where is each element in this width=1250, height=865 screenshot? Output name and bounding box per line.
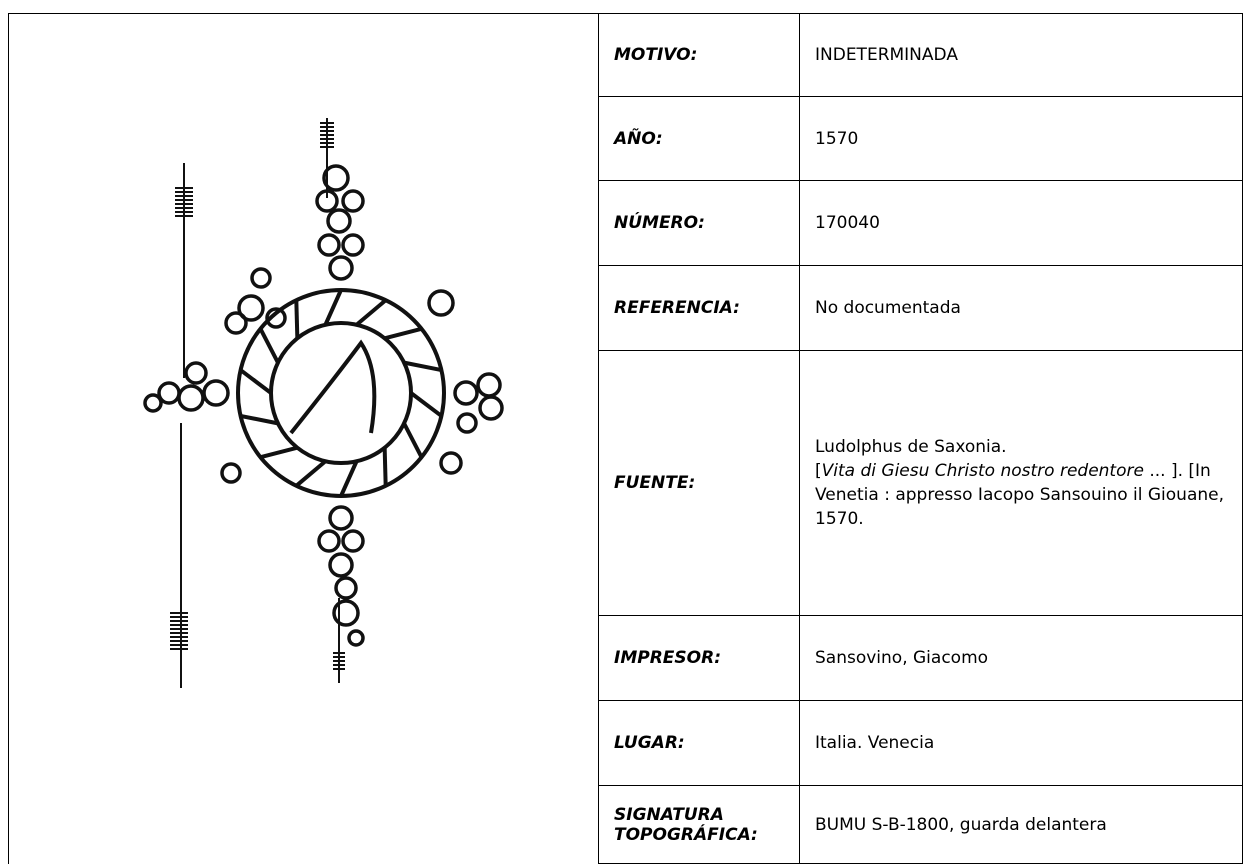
watermark-stroke [456, 412, 478, 434]
row: FUENTE: Ludolphus de Saxonia. [Vita di Gie… [598, 350, 1243, 616]
row: LUGAR: Italia. Venecia [598, 700, 1243, 786]
watermark-stroke [328, 505, 354, 531]
watermark-stroke [157, 381, 181, 405]
watermark-stroke [384, 326, 423, 341]
watermark-stroke [328, 552, 354, 578]
watermark-stroke [317, 233, 341, 257]
watermark-stroke [439, 451, 463, 475]
author: Ludolphus de Saxonia. [815, 437, 1007, 457]
watermark-stroke [341, 529, 365, 553]
watermark-stroke [403, 360, 442, 373]
watermark-stroke [326, 208, 352, 234]
row: SIGNATURA TOPOGRÁFICA: BUMU S-B-1800, gua… [598, 785, 1243, 864]
label: REFERENCIA: [598, 265, 800, 351]
label: MOTIVO: [598, 13, 800, 97]
label: LUGAR: [598, 700, 800, 786]
imprint: ... ]. [In Venetia : appresso Iacopo San… [815, 461, 1225, 529]
row: REFERENCIA: No documentada [598, 265, 1243, 351]
watermark-stroke [184, 361, 208, 385]
watermark-stroke [177, 384, 205, 412]
watermark-stroke [143, 393, 163, 413]
value: INDETERMINADA [799, 13, 1243, 97]
watermark-stroke [250, 267, 272, 289]
value: No documentada [799, 265, 1243, 351]
watermark-stroke [341, 233, 365, 257]
label: FUENTE: [598, 350, 800, 616]
watermark-stroke [347, 629, 365, 647]
label: SIGNATURA TOPOGRÁFICA: [598, 785, 800, 864]
watermark-stroke [265, 307, 287, 329]
watermark-stroke [289, 339, 377, 435]
watermark-stroke [328, 255, 354, 281]
watermark-stroke [202, 379, 230, 407]
row: AÑO: 1570 [598, 96, 1243, 181]
row: MOTIVO: INDETERMINADA [598, 13, 1243, 97]
value: Sansovino, Giacomo [799, 615, 1243, 701]
record-table: MOTIVO: INDETERMINADA AÑO: 1570 NÚMERO: 170… [598, 13, 1243, 864]
label: AÑO: [598, 96, 800, 181]
watermark-stroke [453, 380, 479, 406]
watermark-stroke [258, 327, 280, 364]
watermark-stroke [334, 576, 358, 600]
watermark-stroke [476, 372, 502, 398]
watermark-stroke [339, 460, 359, 497]
watermark-stroke [322, 164, 350, 192]
watermark-stroke [269, 321, 413, 465]
watermark-stroke [294, 300, 300, 339]
watermark-stroke [317, 529, 341, 553]
watermark-stroke [332, 599, 360, 627]
value: 170040 [799, 180, 1243, 266]
value: Italia. Venecia [799, 700, 1243, 786]
watermark-stroke [323, 289, 343, 326]
bracket: [ [815, 461, 822, 481]
watermark-stroke [355, 298, 387, 327]
row: IMPRESOR: Sansovino, Giacomo [598, 615, 1243, 701]
value: Ludolphus de Saxonia. [Vita di Giesu Chri… [799, 350, 1243, 616]
watermark-stroke [478, 395, 504, 421]
watermark-stroke [382, 447, 388, 486]
value: BUMU S-B-1800, guarda delantera [799, 785, 1243, 864]
watermark-stroke [402, 422, 424, 459]
watermark-stroke [237, 294, 265, 322]
row: NÚMERO: 170040 [598, 180, 1243, 266]
watermark-stroke [427, 289, 455, 317]
watermark-stroke [295, 459, 327, 488]
book-title: Vita di Giesu Christo nostro redentore [821, 461, 1144, 481]
label: IMPRESOR: [598, 615, 800, 701]
value: 1570 [799, 96, 1243, 181]
watermark-stroke [259, 445, 298, 460]
watermark-stroke [224, 311, 248, 335]
label: NÚMERO: [598, 180, 800, 266]
watermark-stroke [220, 462, 242, 484]
watermark-stroke [341, 189, 365, 213]
watermark-stroke [239, 368, 273, 395]
watermark-stroke [240, 413, 279, 426]
image-cell [8, 13, 598, 864]
watermark-drawing [143, 118, 504, 688]
watermark-stroke [409, 391, 443, 418]
